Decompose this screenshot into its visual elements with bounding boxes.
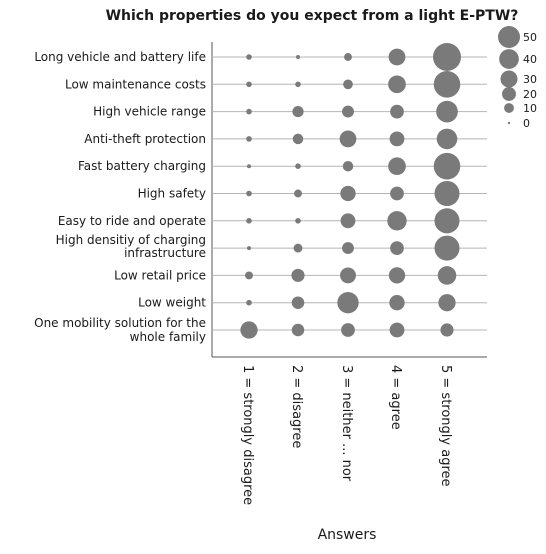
data-bubble [437,266,457,285]
data-bubble [389,131,405,147]
x-tick-label: 3 = neither ... nor [339,365,354,482]
legend-bubble [499,49,519,69]
data-bubble [343,79,353,90]
data-bubble [433,71,461,98]
data-bubble [387,211,407,231]
legend-bubble [504,103,514,113]
data-bubble [296,55,300,59]
data-bubble [341,323,355,337]
data-bubble [440,323,454,337]
data-bubble [390,104,404,119]
data-bubble [388,75,406,94]
x-axis-label: Answers [318,527,377,543]
legend-bubble [507,121,511,125]
data-bubble [246,81,252,88]
legend-bubble [498,26,520,48]
data-bubble [292,106,304,118]
data-bubble [388,267,406,284]
data-bubble [294,189,302,198]
y-tick-label: Low retail price [114,268,206,282]
data-bubble [342,242,354,255]
data-bubble [246,54,252,60]
data-bubble [246,108,252,115]
data-bubble [342,160,354,172]
data-bubble [292,133,304,145]
y-tick-label: Fast battery charging [78,159,206,173]
data-bubble [291,323,305,337]
data-bubble [246,218,252,224]
data-bubble [388,48,406,66]
data-bubble [246,299,252,306]
x-tick-label: 2 = disagree [289,365,304,448]
legend-label: 50 [523,31,537,44]
data-bubble [247,246,251,251]
data-bubble [340,267,356,284]
legend-bubble [500,70,518,88]
y-tick-label: infrastructure [124,246,206,260]
data-bubble [339,130,357,148]
y-tick-label: Easy to ride and operate [58,214,206,228]
data-bubble [434,180,460,207]
data-bubble [388,157,406,176]
legend-label: 0 [523,117,530,130]
y-tick-label: One mobility solution for the [34,316,206,330]
legend-label: 30 [523,73,537,86]
data-bubble [390,186,404,201]
legend-label: 20 [523,88,537,101]
data-bubble [247,164,251,169]
x-tick-label: 4 = agree [388,365,403,430]
data-bubble [337,292,359,314]
data-bubble [246,136,252,142]
data-bubble [389,322,405,338]
data-bubble [295,163,301,169]
data-bubble [342,105,354,118]
y-tick-label: High vehicle range [93,105,206,119]
y-tick-label: Anti-theft protection [84,132,206,146]
data-bubble [433,43,461,71]
data-bubble [245,271,253,280]
y-tick-label: Low maintenance costs [65,77,206,91]
legend-label: 40 [523,53,537,66]
data-bubble [340,185,356,202]
data-bubble [436,100,458,123]
y-tick-label: whole family [130,330,206,344]
data-bubble [291,268,305,282]
data-bubble [291,296,305,309]
data-bubble [246,190,252,197]
data-bubble [389,295,405,311]
legend-bubble [502,87,516,101]
data-bubble [436,128,458,150]
x-tick-label: 1 = strongly disagree [240,365,255,505]
chart-title: Which properties do you expect from a li… [106,8,519,24]
data-bubble [295,81,301,88]
y-tick-label: High safety [138,187,206,201]
data-bubble [434,208,460,234]
data-bubble [344,53,352,61]
data-bubble [438,294,456,312]
data-bubble [340,213,356,229]
data-bubble [390,241,404,255]
x-tick-label: 5 = strongly agree [438,365,453,487]
y-tick-label: Long vehicle and battery life [34,50,206,64]
y-tick-label: High densitiy of charging [56,233,206,247]
data-bubble [293,243,303,253]
data-bubble [434,235,460,261]
data-bubble [295,218,301,224]
legend-label: 10 [523,102,537,115]
data-bubble [240,321,258,339]
y-tick-label: Low weight [138,296,206,310]
data-bubble [433,152,461,180]
